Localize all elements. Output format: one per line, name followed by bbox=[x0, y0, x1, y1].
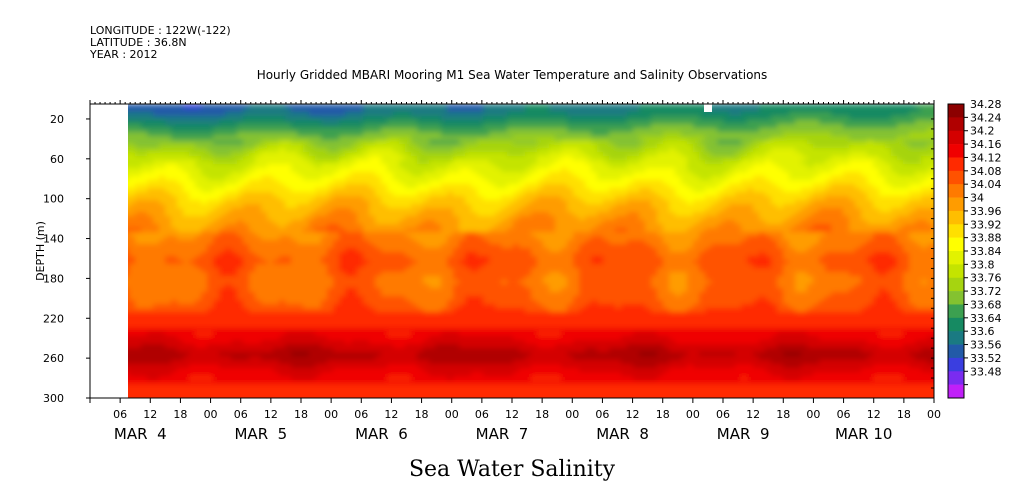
colorbar-swatch bbox=[948, 197, 964, 212]
x-hour-label: 06 bbox=[716, 408, 730, 421]
colorbar-swatch bbox=[948, 304, 964, 319]
x-hour-label: 00 bbox=[445, 408, 459, 421]
colorbar-label: 34.2 bbox=[970, 125, 995, 138]
x-day-label: MAR 10 bbox=[835, 425, 892, 443]
x-hour-label: 12 bbox=[746, 408, 760, 421]
x-hour-label: 12 bbox=[143, 408, 157, 421]
colorbar-swatch bbox=[948, 104, 964, 118]
colorbar-swatch bbox=[948, 317, 964, 332]
colorbar-label: 34.28 bbox=[970, 98, 1002, 111]
x-hour-label: 18 bbox=[173, 408, 187, 421]
x-day-label: MAR 4 bbox=[114, 425, 167, 443]
longitude-label: LONGITUDE : 122W(-122) bbox=[90, 24, 231, 37]
x-hour-label: 12 bbox=[626, 408, 640, 421]
colorbar-label: 33.52 bbox=[970, 352, 1002, 365]
x-hour-label: 06 bbox=[354, 408, 368, 421]
colorbar: 34.2834.2434.234.1634.1234.0834.043433.9… bbox=[947, 98, 1002, 399]
colorbar-label: 33.72 bbox=[970, 285, 1002, 298]
x-hour-label: 12 bbox=[505, 408, 519, 421]
y-tick-label: 20 bbox=[50, 113, 64, 126]
colorbar-label: 33.68 bbox=[970, 298, 1002, 311]
x-hour-label: 00 bbox=[324, 408, 338, 421]
colorbar-label: 33.48 bbox=[970, 365, 1002, 378]
colorbar-label: 33.84 bbox=[970, 245, 1002, 258]
colorbar-swatch bbox=[948, 144, 964, 158]
colorbar-swatch bbox=[948, 264, 964, 279]
x-hour-label: 06 bbox=[837, 408, 851, 421]
colorbar-swatch bbox=[948, 344, 964, 359]
colorbar-label: 33.56 bbox=[970, 339, 1002, 352]
colorbar-label: 34.08 bbox=[970, 165, 1002, 178]
x-hour-label: 06 bbox=[475, 408, 489, 421]
x-day-label: MAR 9 bbox=[717, 425, 770, 443]
x-hour-label: 18 bbox=[897, 408, 911, 421]
y-axis: 20 60 100 140 180 220 260 300 bbox=[43, 113, 934, 405]
x-hour-label: 12 bbox=[264, 408, 278, 421]
colorbar-label: 33.96 bbox=[970, 205, 1002, 218]
colorbar-label: 33.88 bbox=[970, 232, 1002, 245]
x-hour-label: 06 bbox=[113, 408, 127, 421]
colorbar-label: 33.6 bbox=[970, 325, 995, 338]
colorbar-label: 34.04 bbox=[970, 178, 1002, 191]
y-tick-label: 60 bbox=[50, 153, 64, 166]
x-hour-label: 00 bbox=[565, 408, 579, 421]
colorbar-label: 34.24 bbox=[970, 111, 1002, 124]
x-hour-label: 06 bbox=[234, 408, 248, 421]
colorbar-label: 34.16 bbox=[970, 138, 1002, 151]
y-tick-label: 300 bbox=[43, 392, 64, 405]
colorbar-label: 33.92 bbox=[970, 218, 1002, 231]
colorbar-swatch bbox=[948, 251, 964, 265]
colorbar-label: 34.12 bbox=[970, 151, 1002, 164]
x-hour-label: 00 bbox=[204, 408, 218, 421]
x-hour-label: 18 bbox=[294, 408, 308, 421]
x-day-label: MAR 8 bbox=[596, 425, 649, 443]
x-axis: 06 12 18 00 06 12 18 00 06 12 18 00 06 12 18 00 06 12 18 00… bbox=[89, 100, 941, 443]
colorbar-swatch bbox=[948, 117, 964, 132]
x-hour-label: 06 bbox=[595, 408, 609, 421]
x-day-label: MAR 7 bbox=[476, 425, 529, 443]
y-axis-label: DEPTH (m) bbox=[34, 221, 47, 281]
year-label: YEAR : 2012 bbox=[90, 48, 158, 61]
y-tick-label: 260 bbox=[43, 352, 64, 365]
colorbar-label: 33.8 bbox=[970, 258, 995, 271]
y-tick-label: 220 bbox=[43, 312, 64, 325]
x-hour-label: 18 bbox=[776, 408, 790, 421]
x-hour-label: 12 bbox=[867, 408, 881, 421]
colorbar-swatch bbox=[948, 170, 964, 185]
colorbar-label: 33.64 bbox=[970, 312, 1002, 325]
chart-title: Hourly Gridded MBARI Mooring M1 Sea Wate… bbox=[256, 68, 768, 82]
x-hour-label: 00 bbox=[686, 408, 700, 421]
x-hour-label: 18 bbox=[535, 408, 549, 421]
salinity-contour-field bbox=[128, 104, 934, 398]
colorbar-swatch bbox=[948, 184, 964, 198]
colorbar-swatch bbox=[948, 331, 964, 345]
x-day-label: MAR 5 bbox=[234, 425, 287, 443]
colorbar-swatch bbox=[948, 384, 964, 399]
y-tick-label: 180 bbox=[43, 272, 64, 285]
x-hour-label: 00 bbox=[927, 408, 941, 421]
colorbar-label: 33.76 bbox=[970, 272, 1002, 285]
x-hour-label: 18 bbox=[415, 408, 429, 421]
x-day-label: MAR 6 bbox=[355, 425, 408, 443]
colorbar-swatch bbox=[948, 357, 964, 372]
colorbar-swatch bbox=[948, 157, 964, 172]
variable-label: Sea Water Salinity bbox=[409, 457, 616, 482]
colorbar-swatch bbox=[948, 130, 964, 145]
y-tick-label: 100 bbox=[43, 193, 64, 206]
colorbar-swatch bbox=[948, 210, 964, 225]
colorbar-swatch bbox=[948, 371, 964, 385]
colorbar-swatch bbox=[948, 224, 964, 238]
colorbar-swatch bbox=[948, 237, 964, 252]
x-hour-label: 00 bbox=[806, 408, 820, 421]
latitude-label: LATITUDE : 36.8N bbox=[90, 36, 187, 49]
colorbar-swatch bbox=[948, 291, 964, 305]
y-tick-label: 140 bbox=[43, 233, 64, 246]
missing-data-marker bbox=[704, 104, 712, 112]
colorbar-swatch bbox=[948, 277, 964, 292]
x-hour-label: 12 bbox=[384, 408, 398, 421]
x-hour-label: 18 bbox=[656, 408, 670, 421]
colorbar-label: 34 bbox=[970, 192, 984, 205]
